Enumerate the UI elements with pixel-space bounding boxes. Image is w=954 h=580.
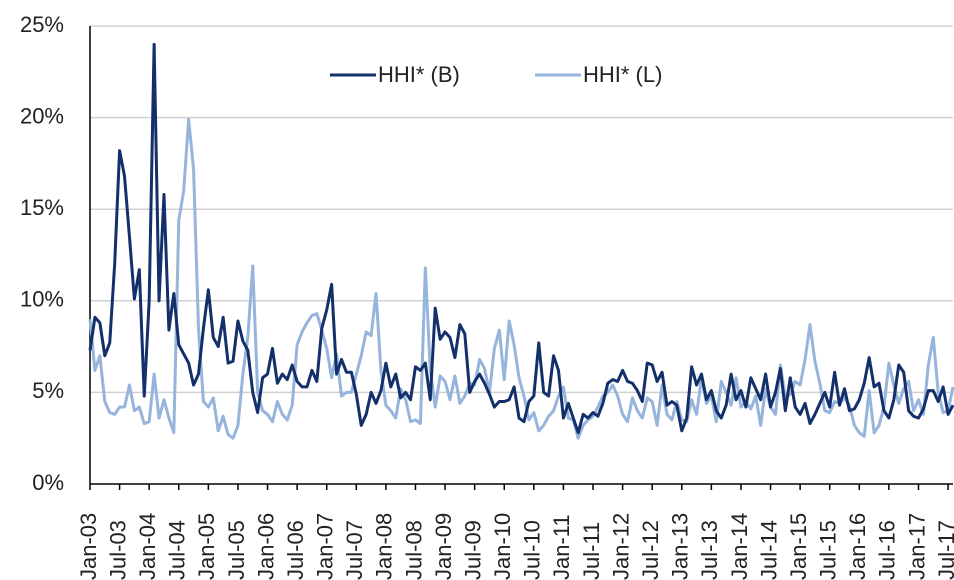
x-tick-label: Jan-12 (608, 513, 633, 580)
y-tick-label: 5% (32, 378, 64, 403)
x-tick-label: Jul-10 (520, 520, 545, 580)
y-tick-label: 25% (20, 12, 64, 37)
x-tick-label: Jul-06 (283, 520, 308, 580)
x-tick-label: Jul-11 (579, 522, 604, 580)
x-tick-label: Jul-08 (401, 520, 426, 580)
x-tick-label: Jul-17 (934, 520, 954, 580)
x-tick-label: Jan-13 (668, 513, 693, 580)
x-tick-label: Jan-03 (76, 513, 101, 580)
x-tick-label: Jul-16 (875, 520, 900, 580)
x-tick-label: Jul-13 (697, 520, 722, 580)
x-tick-label: Jan-06 (253, 513, 278, 580)
x-tick-label: Jan-05 (194, 513, 219, 580)
x-tick-label: Jan-07 (313, 513, 338, 580)
y-tick-label: 15% (20, 195, 64, 220)
x-tick-label: Jul-07 (342, 520, 367, 580)
legend-label: HHI* (B) (378, 62, 460, 87)
x-tick-label: Jul-04 (165, 520, 190, 580)
x-tick-label: Jan-04 (135, 513, 160, 580)
x-tick-label: Jul-03 (105, 520, 130, 580)
x-tick-label: Jan-08 (372, 513, 397, 580)
x-tick-label: Jul-14 (756, 520, 781, 580)
x-tick-label: Jan-14 (727, 513, 752, 580)
legend-label: HHI* (L) (583, 62, 662, 87)
line-series (88, 42, 954, 435)
line-series (88, 117, 954, 440)
x-tick-label: Jan-09 (431, 513, 456, 580)
x-tick-label: Jul-09 (460, 520, 485, 580)
x-tick-label: Jan-10 (490, 513, 515, 580)
x-tick-label: Jan-15 (786, 513, 811, 580)
x-tick-label: Jan-17 (904, 513, 929, 580)
y-tick-label: 10% (20, 287, 64, 312)
y-tick-label: 20% (20, 103, 64, 128)
x-tick-label: Jul-05 (224, 520, 249, 580)
x-tick-label: Jul-12 (638, 520, 663, 580)
x-tick-label: Jul-15 (816, 520, 841, 580)
y-tick-label: 0% (32, 470, 64, 495)
x-tick-label: Jan-11 (549, 514, 574, 580)
x-tick-label: Jan-16 (845, 513, 870, 580)
